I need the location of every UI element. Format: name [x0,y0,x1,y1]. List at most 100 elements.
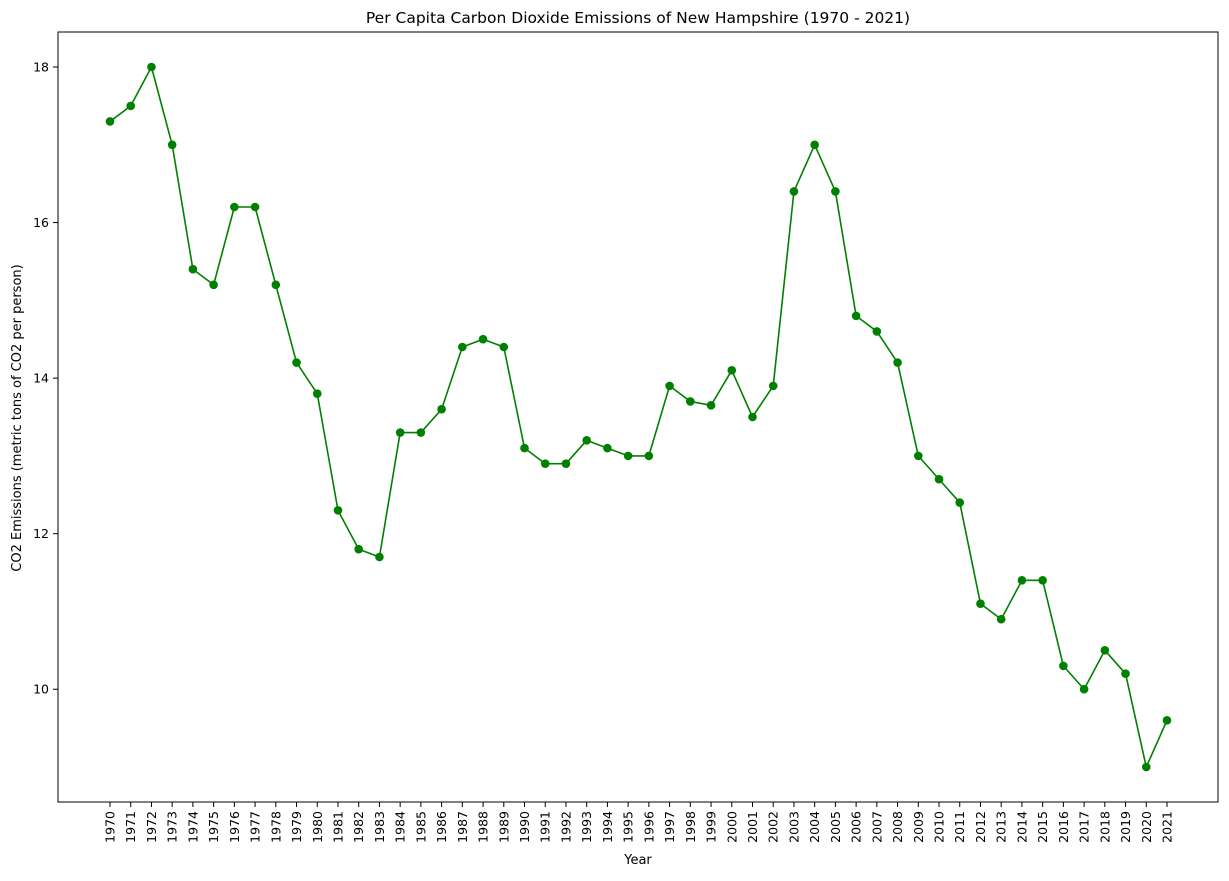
data-point [665,381,674,391]
data-point [188,264,198,274]
x-tick-label: 1990 [517,811,532,843]
data-point [1121,669,1130,678]
x-tick-label: 2008 [890,811,905,843]
x-tick-label: 2005 [828,811,843,843]
data-point [1059,661,1068,671]
x-tick-label: 1978 [268,811,283,843]
x-tick-label: 1995 [621,811,636,843]
x-tick-label: 2011 [952,811,967,843]
data-point [271,280,281,290]
y-tick-label: 10 [33,682,49,697]
x-tick-label: 2019 [1118,811,1133,843]
data-point [437,404,446,414]
data-point [851,311,861,321]
x-tick-label: 2000 [724,811,739,843]
x-tick-label: 2013 [994,811,1009,843]
data-point [768,381,778,391]
data-point [913,451,923,461]
data-point [1141,762,1151,772]
data-point [603,443,612,453]
x-tick-label: 2012 [973,811,988,843]
x-tick-label: 2009 [911,811,926,843]
x-tick-label: 1999 [704,811,719,843]
data-point [686,397,695,406]
data-point [167,140,177,150]
data-point [540,459,550,468]
x-tick-label: 2017 [1077,811,1092,843]
x-tick-label: 2007 [869,811,884,843]
x-tick-label: 1989 [496,811,511,843]
x-tick-label: 2002 [766,811,781,843]
x-tick-label: 1986 [434,811,449,843]
data-point [1017,576,1027,585]
data-point [644,451,654,461]
data-point [416,428,426,437]
data-point [706,401,716,410]
data-point [1100,646,1110,655]
chart-title: Per Capita Carbon Dioxide Emissions of N… [366,9,910,27]
x-tick-label: 1996 [641,811,656,843]
data-point [831,187,840,196]
y-tick-label: 16 [33,215,49,230]
x-tick-label: 1998 [683,811,698,843]
series-line [109,66,1168,768]
x-tick-label: 1973 [165,811,180,843]
data-point [934,474,944,484]
x-tick-label: 1993 [579,811,594,843]
data-point [582,436,591,445]
data-point [478,334,488,344]
x-tick-label: 2016 [1056,811,1071,843]
data-point [458,342,467,352]
x-tick-label: 1985 [413,811,428,843]
x-tick-label: 2010 [932,811,947,843]
x-tick-label: 1984 [393,811,408,843]
data-point [292,358,301,367]
x-tick-label: 1971 [123,811,138,843]
y-tick-label: 14 [33,371,49,386]
y-tick-label: 18 [33,60,49,75]
data-point [561,459,571,468]
data-point [1079,684,1089,694]
data-point [789,187,799,196]
plot-area: 10 12 14 16 18 1970 1971 1972 1973 1974 1975 1976 19… [33,31,1219,843]
data-point [105,117,115,126]
x-tick-label: 1979 [289,811,304,843]
data-point [748,412,757,422]
data-point [872,327,882,336]
x-tick-label: 2014 [1014,811,1029,843]
y-tick-label: 12 [33,526,49,541]
data-point [976,599,985,608]
data-point [395,428,405,437]
x-tick-label: 1991 [538,811,553,843]
x-tick-label: 2015 [1035,811,1050,843]
x-tick-label: 2001 [745,811,760,843]
data-point [250,202,260,212]
data-point [1038,576,1047,585]
x-tick-label: 1970 [103,811,118,843]
x-tick-label: 1988 [476,811,491,843]
x-tick-label: 1975 [206,811,221,843]
x-tick-label: 1981 [330,811,345,843]
data-point [810,140,819,150]
data-point [520,443,529,453]
x-tick-label: 1997 [662,811,677,843]
x-tick-label: 1974 [185,811,200,843]
data-point [147,62,156,72]
data-point [727,366,737,375]
data-point [893,358,902,367]
x-tick-label: 2018 [1097,811,1112,843]
x-tick-label: 2003 [786,811,801,843]
data-point [230,202,239,212]
x-tick-label: 2004 [807,811,822,843]
data-point [955,498,965,507]
x-tick-label: 2006 [849,811,864,843]
data-point [126,101,136,111]
data-point [623,451,633,461]
plot-frame [57,31,1219,803]
data-point [996,614,1006,624]
data-point [1162,716,1172,725]
x-tick-label: 1976 [227,811,242,843]
data-point [499,342,509,352]
data-point [375,552,384,562]
